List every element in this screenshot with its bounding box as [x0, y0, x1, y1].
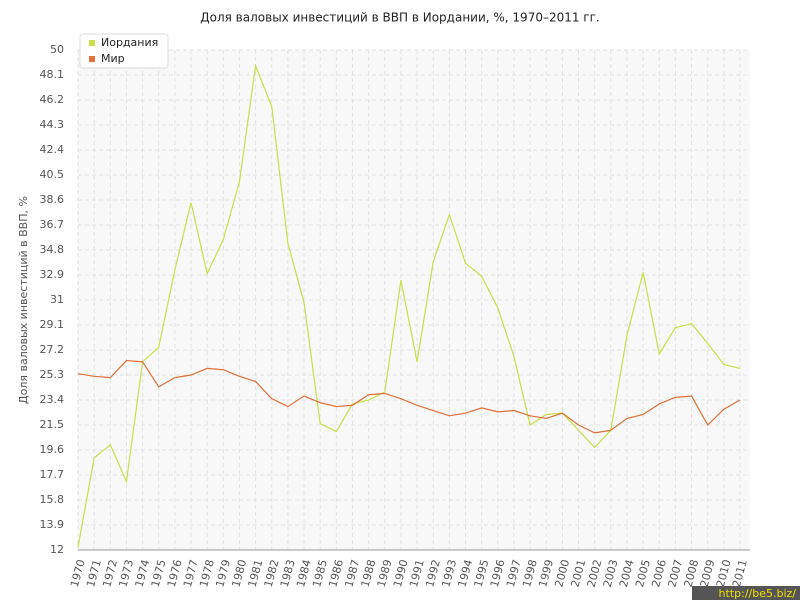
- series-line: [77, 359, 741, 434]
- y-tick-label: 29.1: [40, 318, 65, 331]
- y-tick-label: 27.2: [40, 343, 65, 356]
- y-tick-label: 12: [50, 543, 64, 556]
- y-tick-label: 34.8: [40, 243, 65, 256]
- y-tick-label: 46.2: [40, 93, 65, 106]
- y-tick-label: 32.9: [40, 268, 65, 281]
- y-tick-label: 38.6: [40, 193, 65, 206]
- y-tick-label: 15.8: [40, 493, 65, 506]
- y-tick-label: 40.5: [40, 168, 65, 181]
- y-tick-label: 19.6: [40, 443, 65, 456]
- chart-title: Доля валовых инвестиций в ВВП в Иордании…: [200, 11, 599, 25]
- y-tick-label: 44.3: [40, 118, 65, 131]
- y-tick-label: 17.7: [40, 468, 65, 481]
- watermark: http://be5.biz/: [719, 587, 797, 600]
- series-line: [77, 63, 741, 548]
- y-tick-label: 31: [50, 293, 64, 306]
- legend-swatch: [89, 40, 95, 46]
- y-tick-label: 21.5: [40, 418, 65, 431]
- y-tick-label: 50: [50, 43, 64, 56]
- y-tick-label: 48.1: [40, 68, 65, 81]
- y-axis-label: Доля валовых инвестиций в ВВП, %: [17, 196, 30, 404]
- legend-swatch: [89, 56, 95, 62]
- watermark-bg: [692, 586, 800, 600]
- y-tick-label: 36.7: [40, 218, 65, 231]
- y-tick-label: 13.9: [40, 518, 65, 531]
- y-tick-label: 25.3: [40, 368, 65, 381]
- legend-label: Мир: [101, 52, 125, 65]
- y-tick-label: 42.4: [40, 143, 65, 156]
- y-tick-label: 23.4: [40, 393, 65, 406]
- legend-label: Иордания: [101, 36, 158, 49]
- legend-box: [79, 33, 169, 69]
